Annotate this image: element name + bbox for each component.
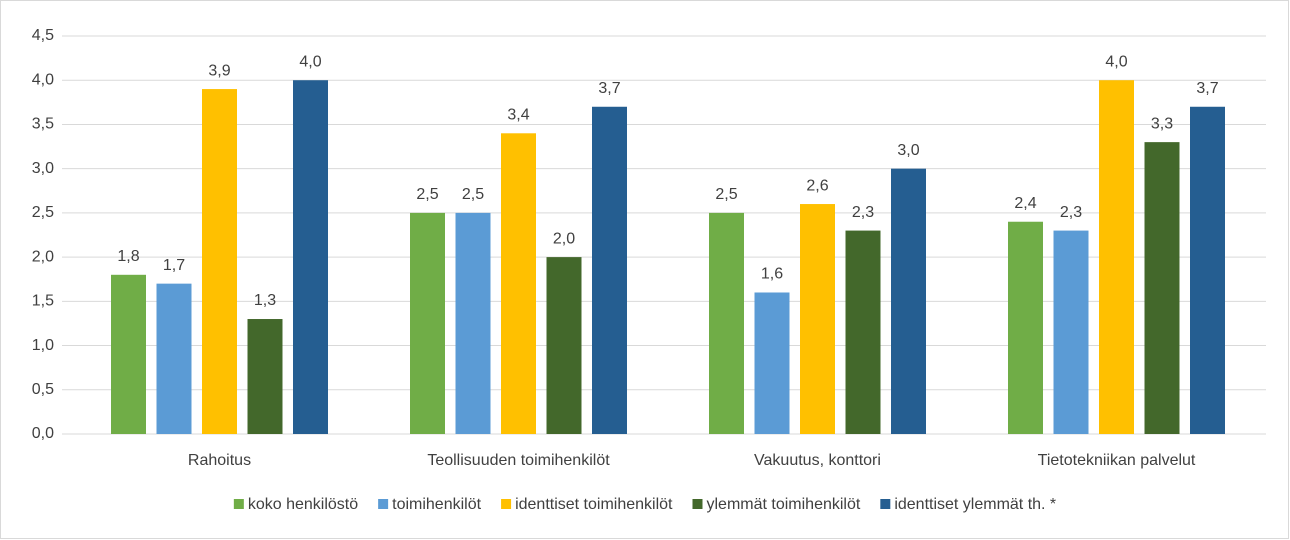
data-label: 3,0 — [897, 142, 919, 159]
bar — [546, 257, 582, 434]
data-label: 2,6 — [806, 177, 828, 194]
y-tick-label: 0,5 — [32, 381, 54, 398]
bar — [410, 212, 445, 434]
legend-swatch — [233, 499, 244, 509]
data-label: 4,0 — [1105, 53, 1127, 70]
legend-swatch — [880, 499, 891, 509]
data-label: 2,5 — [462, 186, 484, 203]
x-tick-label: Vakuutus, konttori — [754, 452, 881, 469]
y-tick-label: 4,5 — [32, 27, 54, 44]
data-label: 3,7 — [1196, 80, 1218, 97]
bar — [1008, 221, 1043, 434]
data-label: 2,4 — [1014, 195, 1036, 212]
legend-label: ylemmät toimihenkilöt — [706, 496, 860, 513]
legend-label: identtiset ylemmät th. * — [894, 496, 1056, 513]
y-tick-label: 4,0 — [32, 71, 54, 88]
bar — [754, 292, 790, 434]
bar — [592, 106, 627, 434]
data-label: 3,3 — [1151, 115, 1173, 132]
legend-label: koko henkilöstö — [248, 496, 358, 513]
bar — [1053, 230, 1089, 434]
x-tick-label: Tietotekniikan palvelut — [1038, 452, 1196, 469]
bar — [1099, 80, 1134, 434]
bar — [111, 274, 146, 434]
data-label: 1,6 — [761, 266, 783, 283]
legend-label: identtiset toimihenkilöt — [515, 496, 673, 513]
bar — [800, 204, 835, 434]
data-label: 3,9 — [208, 62, 230, 79]
bar — [891, 168, 926, 434]
x-tick-label: Rahoitus — [188, 452, 251, 469]
y-tick-label: 2,5 — [32, 204, 54, 221]
x-tick-label: Teollisuuden toimihenkilöt — [427, 452, 610, 469]
bar — [1190, 106, 1225, 434]
y-tick-label: 3,0 — [32, 160, 54, 177]
y-tick-label: 1,0 — [32, 337, 54, 354]
data-label: 2,5 — [715, 186, 737, 203]
y-tick-label: 3,5 — [32, 116, 54, 133]
legend-label: toimihenkilöt — [392, 496, 481, 513]
bar — [845, 230, 881, 434]
legend-swatch — [501, 499, 512, 509]
legend-swatch — [692, 499, 703, 509]
data-label: 1,3 — [254, 292, 276, 309]
y-tick-label: 2,0 — [32, 248, 54, 265]
y-tick-label: 1,5 — [32, 293, 54, 310]
data-label: 1,7 — [163, 257, 185, 274]
bar — [501, 133, 536, 435]
data-label: 1,8 — [117, 248, 139, 265]
bar — [247, 319, 283, 434]
bar — [293, 80, 328, 434]
legend-swatch — [378, 499, 389, 509]
bar — [202, 89, 237, 435]
bar — [709, 212, 744, 434]
data-label: 2,3 — [1060, 204, 1082, 221]
bar — [455, 212, 491, 434]
bar — [156, 283, 192, 434]
bar — [1144, 142, 1180, 434]
data-label: 2,0 — [553, 230, 575, 247]
data-label: 4,0 — [299, 53, 321, 70]
data-label: 2,5 — [416, 186, 438, 203]
data-label: 3,4 — [507, 107, 529, 124]
data-label: 3,7 — [598, 80, 620, 97]
y-tick-label: 0,0 — [32, 425, 54, 442]
data-label: 2,3 — [852, 204, 874, 221]
